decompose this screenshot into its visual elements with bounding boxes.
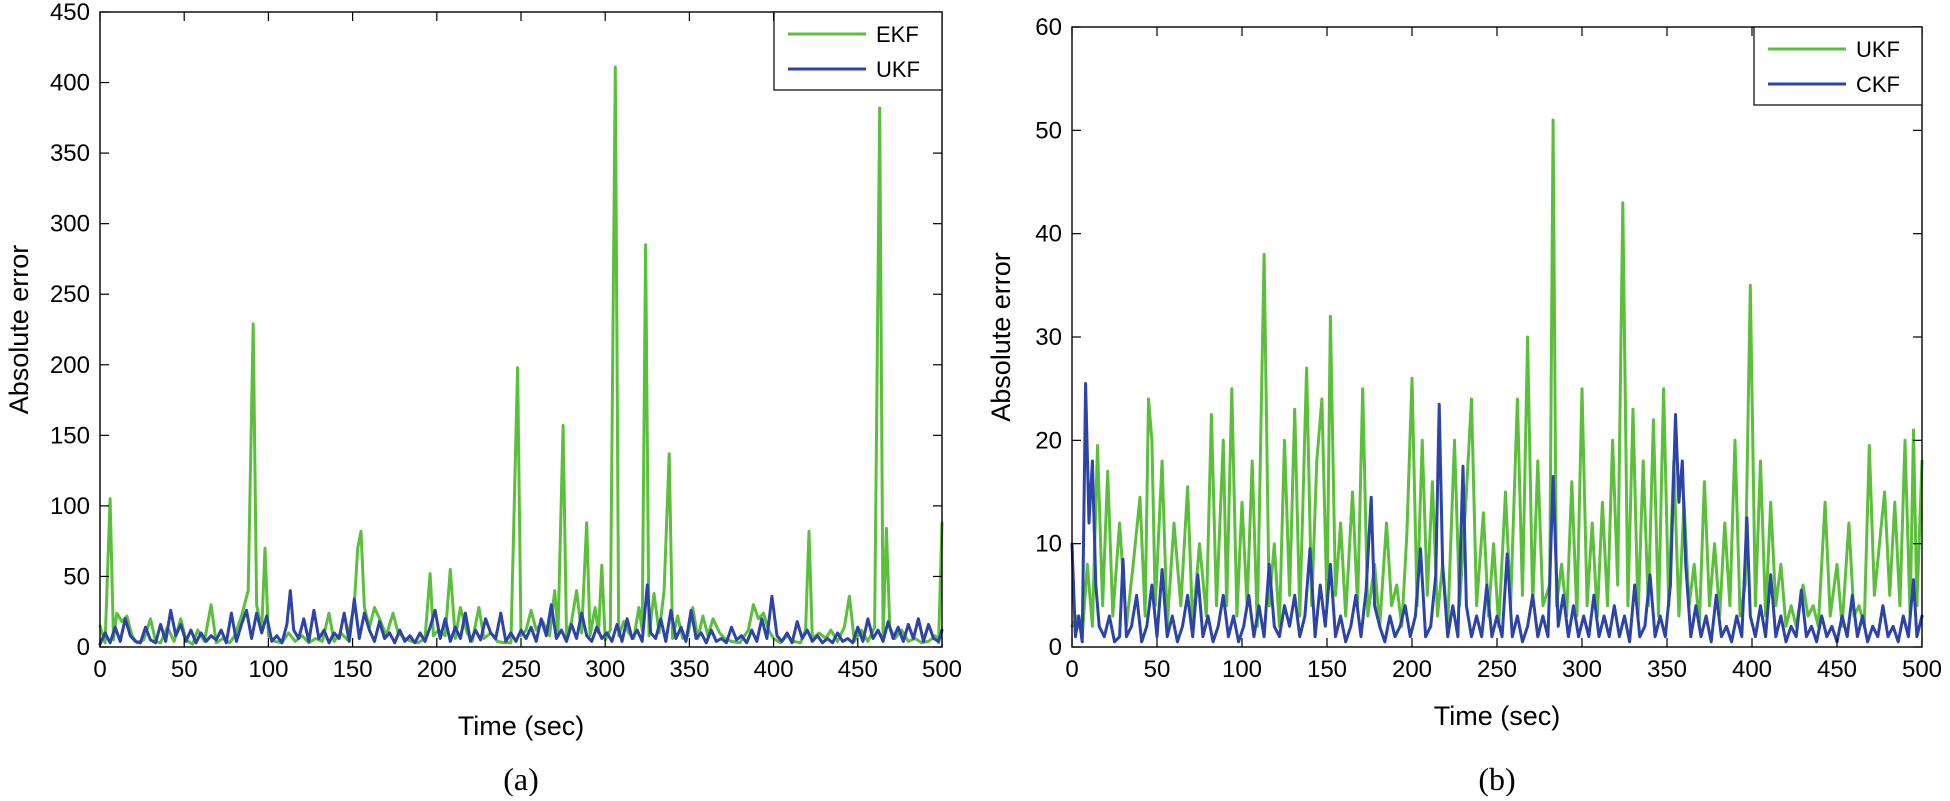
panel-b-series-line-ukf	[1070, 118, 1924, 639]
panel-a-series-line-ekf	[98, 65, 944, 646]
panel-a-x-tick-label: 250	[501, 656, 541, 683]
panel-a-y-tick-label: 50	[63, 563, 90, 590]
panel-b-y-tick-label: 0	[1049, 634, 1062, 661]
panel-a-y-tick-label: 200	[50, 352, 90, 379]
panel-b-y-axis-title: Absolute error	[986, 252, 1016, 422]
panel-a-y-tick-label: 100	[50, 493, 90, 520]
panel-b-y-tick-label: 40	[1035, 221, 1062, 248]
panel-a-y-tick-label: 350	[50, 140, 90, 167]
panel-a-y-tick-label: 150	[50, 422, 90, 449]
panel-a-series-line-ukf	[98, 583, 944, 646]
panel-a-x-tick-label: 50	[171, 656, 198, 683]
panel-a-x-tick-label: 500	[922, 656, 962, 683]
panel-b-x-tick-label: 350	[1647, 656, 1687, 683]
panel-a-x-axis-title: Time (sec)	[458, 711, 585, 741]
panel-a-caption: (a)	[503, 761, 539, 796]
panel-b-x-tick-label: 500	[1902, 656, 1942, 683]
panel-b: 0 50 100 150 200 250 300 350 400 450 500 0 10 20 30 40 5…	[986, 14, 1942, 797]
panel-a-x-tick-label: 150	[333, 656, 373, 683]
panel-a-series	[98, 65, 944, 646]
panel-b-ticks: 0 50 100 150 200 250 300 350 400 450 500 0 10 20 30 40 5…	[1035, 14, 1942, 683]
panel-a-ticks: 0 50 100 150 200 250 300 350 400 450 500 0 50 100 150 2…	[50, 0, 962, 683]
panel-a-y-tick-label: 400	[50, 70, 90, 97]
panel-b-y-tick-label: 60	[1035, 14, 1062, 41]
panel-b-caption: (b)	[1478, 761, 1515, 796]
panel-a-y-tick-label: 0	[77, 634, 90, 661]
panel-a-x-tick-label: 0	[93, 656, 106, 683]
panel-a-y-axis-title: Absolute error	[4, 245, 34, 415]
panel-b-legend-box	[1753, 26, 1923, 106]
panel-b-y-tick-label: 10	[1035, 531, 1062, 558]
panel-a: 0 50 100 150 200 250 300 350 400 450 500 0 50 100 150 2…	[4, 0, 962, 797]
panel-b-x-tick-label: 0	[1065, 656, 1078, 683]
panel-b-x-tick-label: 50	[1144, 656, 1171, 683]
panel-a-x-tick-label: 350	[669, 656, 709, 683]
panel-a-legend-label-ekf: EKF	[876, 22, 919, 47]
panel-b-x-tick-label: 250	[1477, 656, 1517, 683]
panel-a-y-tick-label: 300	[50, 211, 90, 238]
panel-a-x-tick-label: 200	[417, 656, 457, 683]
panel-a-x-tick-label: 450	[838, 656, 878, 683]
panel-b-y-tick-label: 30	[1035, 324, 1062, 351]
panel-a-x-tick-label: 300	[585, 656, 625, 683]
panel-a-legend-label-ukf: UKF	[876, 57, 920, 82]
panel-a-y-tick-label: 250	[50, 281, 90, 308]
panel-b-x-tick-label: 450	[1817, 656, 1857, 683]
panel-b-legend-label-ukf: UKF	[1856, 37, 1900, 62]
panel-a-y-tick-label: 450	[50, 0, 90, 26]
panel-b-x-tick-label: 400	[1732, 656, 1772, 683]
panel-a-legend: EKF UKF	[773, 11, 943, 91]
panel-b-y-tick-label: 20	[1035, 427, 1062, 454]
panel-b-x-tick-label: 100	[1222, 656, 1262, 683]
panel-b-legend-label-ckf: CKF	[1856, 72, 1900, 97]
panel-b-legend: UKF CKF	[1753, 26, 1923, 106]
panel-b-x-tick-label: 150	[1307, 656, 1347, 683]
panel-a-x-tick-label: 100	[248, 656, 288, 683]
panel-b-x-axis-title: Time (sec)	[1434, 701, 1561, 731]
panel-b-y-tick-label: 50	[1035, 117, 1062, 144]
panel-b-x-tick-label: 300	[1562, 656, 1602, 683]
panel-a-legend-box	[773, 11, 943, 91]
panel-b-series-line-ckf	[1070, 382, 1924, 644]
panel-b-series	[1070, 118, 1924, 644]
panel-a-x-tick-label: 400	[754, 656, 794, 683]
panel-b-x-tick-label: 200	[1392, 656, 1432, 683]
